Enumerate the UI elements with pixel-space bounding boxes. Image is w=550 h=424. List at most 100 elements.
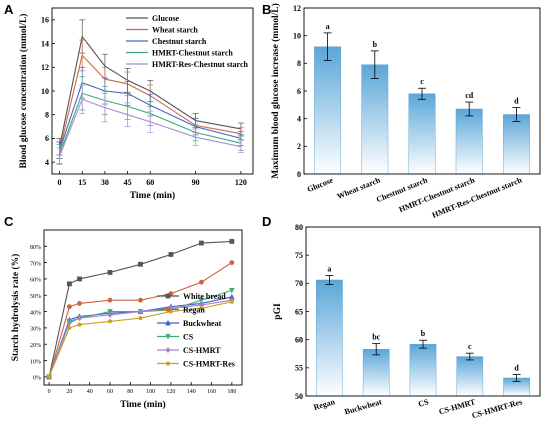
y-tick-label: 0 (297, 170, 301, 179)
bar (408, 93, 436, 175)
y-tick-label: 6 (297, 87, 301, 96)
x-tick-label: 90 (192, 178, 200, 187)
data-point (107, 270, 113, 275)
significance-label: a (327, 264, 331, 273)
data-point (138, 261, 143, 267)
x-tick-label: 60 (146, 178, 154, 187)
bar (502, 114, 530, 175)
y-axis-title: Starch hydrolysis rate (%) (10, 254, 21, 362)
series-cs-hmrt-res (46, 299, 235, 379)
data-point (77, 276, 82, 282)
data-point (198, 297, 205, 304)
x-tick-label: 140 (187, 389, 196, 395)
data-point (168, 252, 174, 257)
x-tick-label: 0 (48, 389, 51, 395)
bar (362, 349, 390, 397)
data-point (229, 299, 235, 304)
series-hmrt-res-chestnut-starch (56, 84, 244, 165)
y-tick-label: 65 (295, 307, 303, 316)
x-tick-label: 160 (207, 389, 216, 395)
y-tick-label: 30% (30, 327, 41, 333)
data-point (107, 319, 113, 324)
significance-label: bc (372, 333, 380, 342)
y-tick-label: 12 (41, 63, 49, 72)
y-tick-label: 8 (45, 111, 49, 120)
data-point (66, 304, 72, 310)
data-point (229, 293, 235, 300)
y-tick-label: 50 (295, 392, 303, 401)
y-tick-label: 4 (297, 114, 301, 123)
panel-D: aReganbcBuckwheatbCScCS-HMRTdCS-HMRT-Res… (262, 214, 541, 420)
data-point (229, 239, 235, 244)
x-tick-label: 120 (235, 178, 247, 187)
bar (455, 108, 483, 175)
y-tick-label: 60% (30, 278, 41, 284)
y-axis-title: Maximum blood glucose increase (mmol/L) (270, 3, 281, 179)
legend-label: Glucose (152, 14, 180, 23)
significance-label: d (514, 97, 519, 106)
legend-label: CS-HMRT-Res (183, 360, 235, 369)
x-tick-label: 40 (87, 389, 93, 395)
y-tick-label: 70 (295, 279, 303, 288)
significance-label: cd (465, 91, 474, 100)
y-tick-label: 12 (293, 4, 301, 13)
significance-label: b (421, 329, 426, 338)
category-label: HMRT-Res-Chestnut starch (431, 175, 524, 219)
legend-label: HMRT-Res-Chestnut starch (152, 60, 248, 69)
bar (361, 64, 389, 175)
x-tick-label: 60 (107, 389, 113, 395)
x-tick-label: 15 (78, 178, 86, 187)
y-axis-title: pGI (273, 303, 283, 320)
y-tick-label: 16 (41, 16, 49, 25)
x-axis-title: Time (min) (130, 190, 175, 201)
x-tick-label: 0 (58, 178, 62, 187)
legend-label: CS (183, 333, 194, 342)
data-point (66, 281, 72, 287)
panel-letter-A: A (4, 2, 14, 17)
x-tick-label: 30 (101, 178, 109, 187)
panel-letter-C: C (4, 214, 14, 229)
y-axis-title: Blood glucose concentration (mmol/L) (18, 14, 29, 169)
y-tick-label: 8 (297, 59, 301, 68)
data-point (77, 315, 82, 322)
data-point (138, 297, 143, 303)
data-point (229, 287, 235, 294)
legend-marker (165, 320, 171, 326)
x-tick-label: 45 (124, 178, 132, 187)
data-point (107, 297, 113, 303)
x-tick-label: 180 (227, 389, 236, 395)
significance-label: a (326, 22, 330, 31)
bar (456, 356, 484, 397)
bar (314, 46, 342, 175)
data-point (229, 260, 235, 266)
y-tick-label: 80% (30, 245, 41, 251)
y-tick-label: 55 (295, 364, 303, 373)
data-point (138, 308, 143, 315)
data-point (138, 315, 143, 320)
y-tick-label: 75 (295, 251, 303, 260)
panel-letter-B: B (262, 2, 271, 17)
panel-A: A 0 15 30 45 60 90 120 Time (min) 4 6 8 10 12 14 16 Bloo… (4, 2, 254, 201)
y-tick-label: 70% (30, 261, 41, 267)
data-point (66, 320, 72, 326)
significance-label: c (420, 77, 424, 86)
plot-frame (43, 229, 243, 386)
legend-label: Wheat starch (152, 26, 198, 35)
series-regan (46, 260, 235, 380)
data-point (77, 301, 82, 306)
legend-marker (165, 334, 171, 340)
significance-label: c (468, 342, 472, 351)
legend-marker (165, 361, 171, 366)
x-tick-label: 80 (127, 389, 133, 395)
legend-label: Chestnut starch (152, 37, 207, 46)
significance-label: b (373, 40, 378, 49)
panel-letter-D: D (262, 214, 271, 229)
y-tick-label: 6 (45, 134, 49, 143)
legend-label: CS-HMRT (183, 346, 221, 355)
legend-marker (165, 293, 171, 299)
y-tick-label: 10 (41, 87, 49, 96)
series-line (59, 98, 242, 157)
